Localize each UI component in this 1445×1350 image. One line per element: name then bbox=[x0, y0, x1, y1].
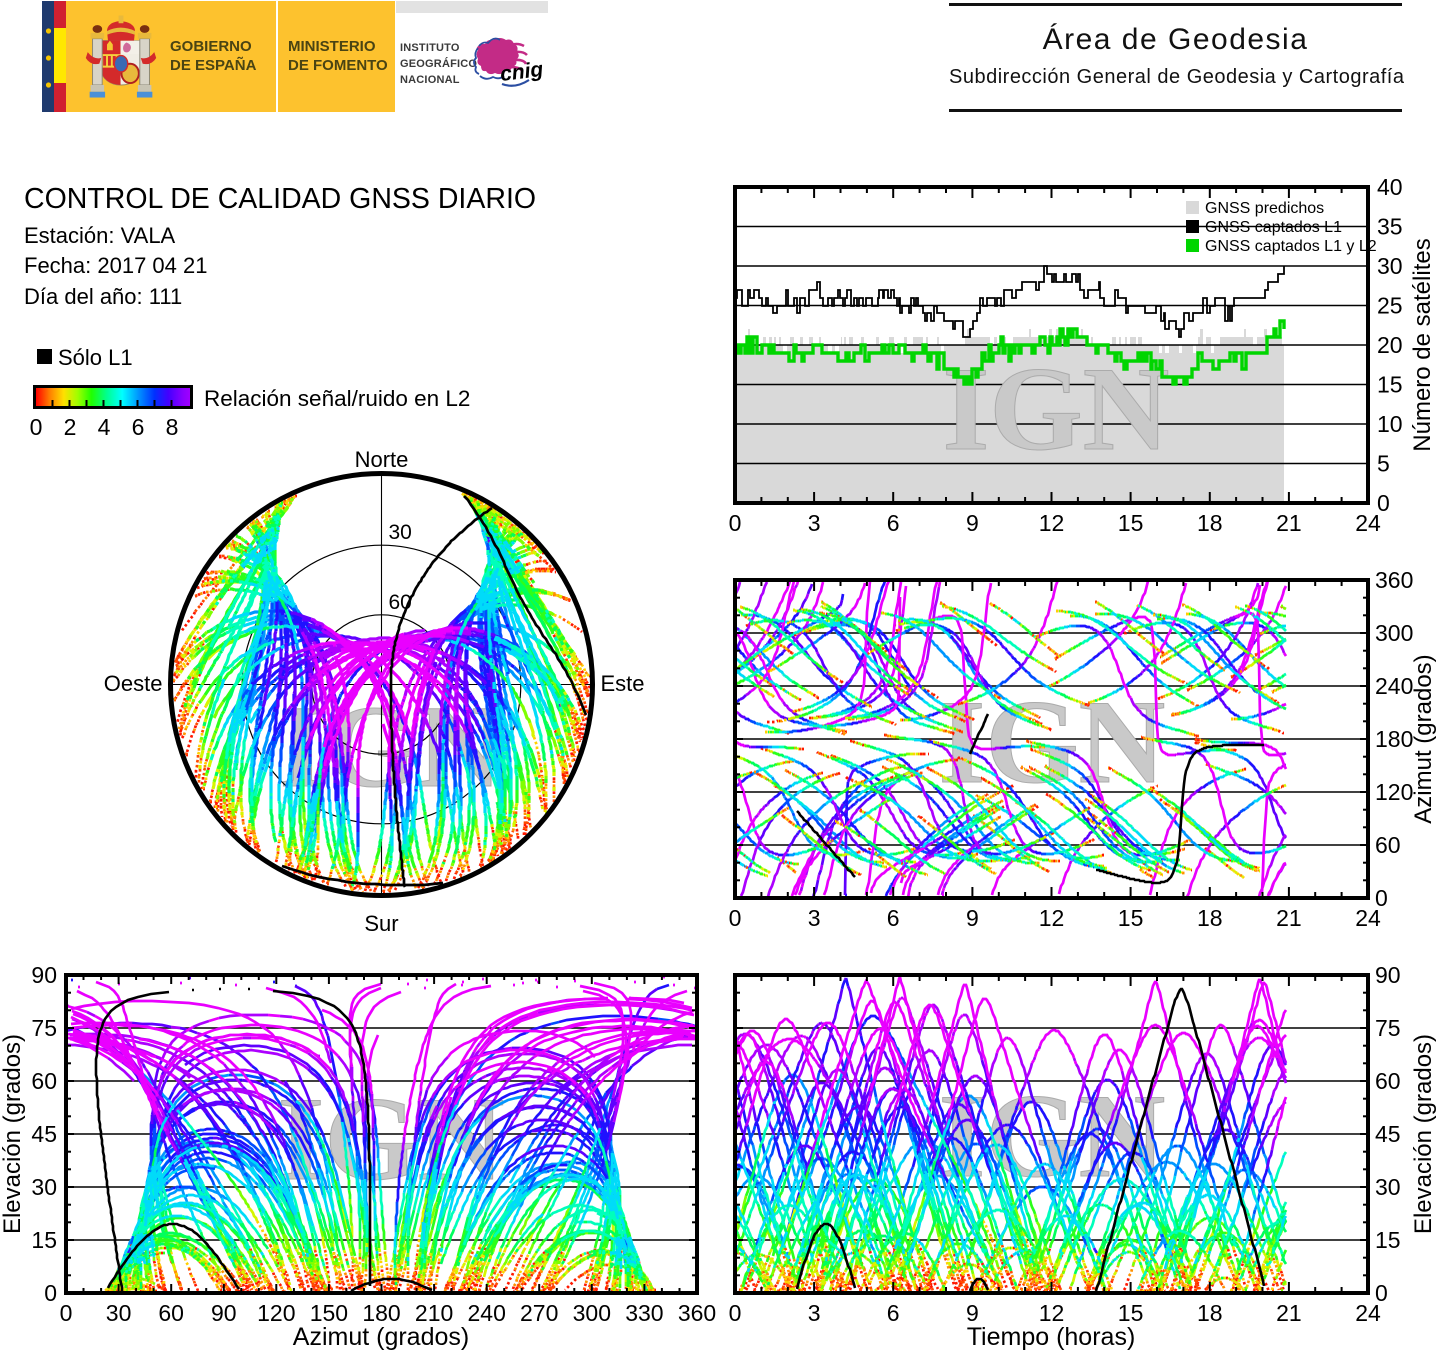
svg-text:30: 30 bbox=[1375, 1174, 1401, 1200]
svg-text:360: 360 bbox=[1375, 567, 1413, 593]
svg-text:Elevación (grados): Elevación (grados) bbox=[1410, 1034, 1437, 1234]
svg-text:Sur: Sur bbox=[364, 911, 398, 936]
svg-text:Azimut (grados): Azimut (grados) bbox=[1410, 654, 1437, 823]
svg-text:15: 15 bbox=[1118, 1300, 1144, 1326]
svg-text:35: 35 bbox=[1377, 214, 1403, 240]
svg-text:18: 18 bbox=[1197, 1300, 1223, 1326]
svg-text:GNSS predichos: GNSS predichos bbox=[1205, 200, 1324, 217]
svg-text:330: 330 bbox=[625, 1300, 663, 1326]
svg-text:60: 60 bbox=[1375, 1068, 1401, 1094]
svg-text:25: 25 bbox=[1377, 293, 1403, 319]
svg-text:21: 21 bbox=[1276, 905, 1302, 931]
svg-text:0: 0 bbox=[60, 1300, 73, 1326]
svg-text:15: 15 bbox=[1118, 905, 1144, 931]
svg-text:3: 3 bbox=[808, 905, 821, 931]
svg-text:IGN: IGN bbox=[943, 342, 1170, 475]
svg-text:Azimut (grados): Azimut (grados) bbox=[293, 1323, 469, 1350]
svg-text:3: 3 bbox=[808, 1300, 821, 1326]
svg-text:75: 75 bbox=[31, 1015, 57, 1041]
svg-text:0: 0 bbox=[729, 510, 742, 536]
svg-text:Este: Este bbox=[601, 671, 645, 696]
svg-text:9: 9 bbox=[966, 1300, 979, 1326]
svg-text:15: 15 bbox=[1375, 1227, 1401, 1253]
svg-text:12: 12 bbox=[1039, 510, 1065, 536]
svg-text:30: 30 bbox=[1377, 253, 1403, 279]
svg-text:9: 9 bbox=[966, 905, 979, 931]
svg-text:30: 30 bbox=[31, 1174, 57, 1200]
svg-text:15: 15 bbox=[1118, 510, 1144, 536]
svg-text:240: 240 bbox=[1375, 673, 1413, 699]
svg-text:24: 24 bbox=[1355, 510, 1381, 536]
svg-text:0: 0 bbox=[1375, 885, 1388, 911]
svg-text:21: 21 bbox=[1276, 1300, 1302, 1326]
svg-text:0: 0 bbox=[729, 1300, 742, 1326]
svg-text:120: 120 bbox=[1375, 779, 1413, 805]
svg-text:cnig: cnig bbox=[499, 58, 542, 86]
svg-text:360: 360 bbox=[678, 1300, 716, 1326]
svg-text:30: 30 bbox=[106, 1300, 132, 1326]
svg-text:GNSS captados L1 y L2: GNSS captados L1 y L2 bbox=[1205, 238, 1377, 255]
svg-text:90: 90 bbox=[1375, 962, 1401, 988]
svg-text:180: 180 bbox=[1375, 726, 1413, 752]
svg-text:210: 210 bbox=[415, 1300, 453, 1326]
svg-text:Número de satélites: Número de satélites bbox=[1409, 238, 1436, 451]
svg-text:0: 0 bbox=[44, 1280, 57, 1306]
svg-text:GNSS captados L1: GNSS captados L1 bbox=[1205, 219, 1342, 236]
svg-text:75: 75 bbox=[1375, 1015, 1401, 1041]
svg-text:21: 21 bbox=[1276, 510, 1302, 536]
svg-text:150: 150 bbox=[310, 1300, 348, 1326]
svg-text:3: 3 bbox=[808, 510, 821, 536]
svg-text:12: 12 bbox=[1039, 905, 1065, 931]
svg-text:15: 15 bbox=[31, 1227, 57, 1253]
svg-text:5: 5 bbox=[1377, 451, 1390, 477]
svg-text:60: 60 bbox=[1375, 832, 1401, 858]
svg-text:300: 300 bbox=[1375, 620, 1413, 646]
svg-text:18: 18 bbox=[1197, 510, 1223, 536]
svg-text:12: 12 bbox=[1039, 1300, 1065, 1326]
svg-text:6: 6 bbox=[887, 905, 900, 931]
svg-text:0: 0 bbox=[1375, 1280, 1388, 1306]
svg-text:60: 60 bbox=[31, 1068, 57, 1094]
svg-text:Norte: Norte bbox=[355, 447, 409, 472]
svg-text:6: 6 bbox=[887, 1300, 900, 1326]
svg-text:120: 120 bbox=[257, 1300, 295, 1326]
svg-text:90: 90 bbox=[31, 962, 57, 988]
svg-text:40: 40 bbox=[1377, 174, 1403, 200]
svg-text:24: 24 bbox=[1355, 1300, 1381, 1326]
svg-text:9: 9 bbox=[966, 510, 979, 536]
svg-text:90: 90 bbox=[211, 1300, 237, 1326]
svg-text:24: 24 bbox=[1355, 905, 1381, 931]
svg-text:300: 300 bbox=[573, 1300, 611, 1326]
svg-text:15: 15 bbox=[1377, 372, 1403, 398]
svg-text:60: 60 bbox=[389, 591, 412, 614]
svg-text:20: 20 bbox=[1377, 332, 1403, 358]
svg-text:270: 270 bbox=[520, 1300, 558, 1326]
svg-text:18: 18 bbox=[1197, 905, 1223, 931]
svg-text:45: 45 bbox=[31, 1121, 57, 1147]
svg-text:Oeste: Oeste bbox=[104, 671, 163, 696]
svg-text:Elevación (grados): Elevación (grados) bbox=[0, 1034, 26, 1234]
svg-text:Tiempo (horas): Tiempo (horas) bbox=[967, 1323, 1136, 1350]
svg-text:6: 6 bbox=[887, 510, 900, 536]
svg-text:180: 180 bbox=[362, 1300, 400, 1326]
svg-text:30: 30 bbox=[389, 521, 412, 544]
svg-text:0: 0 bbox=[1377, 490, 1390, 516]
svg-text:60: 60 bbox=[158, 1300, 184, 1326]
svg-text:45: 45 bbox=[1375, 1121, 1401, 1147]
svg-text:240: 240 bbox=[468, 1300, 506, 1326]
svg-text:0: 0 bbox=[729, 905, 742, 931]
svg-text:10: 10 bbox=[1377, 411, 1403, 437]
